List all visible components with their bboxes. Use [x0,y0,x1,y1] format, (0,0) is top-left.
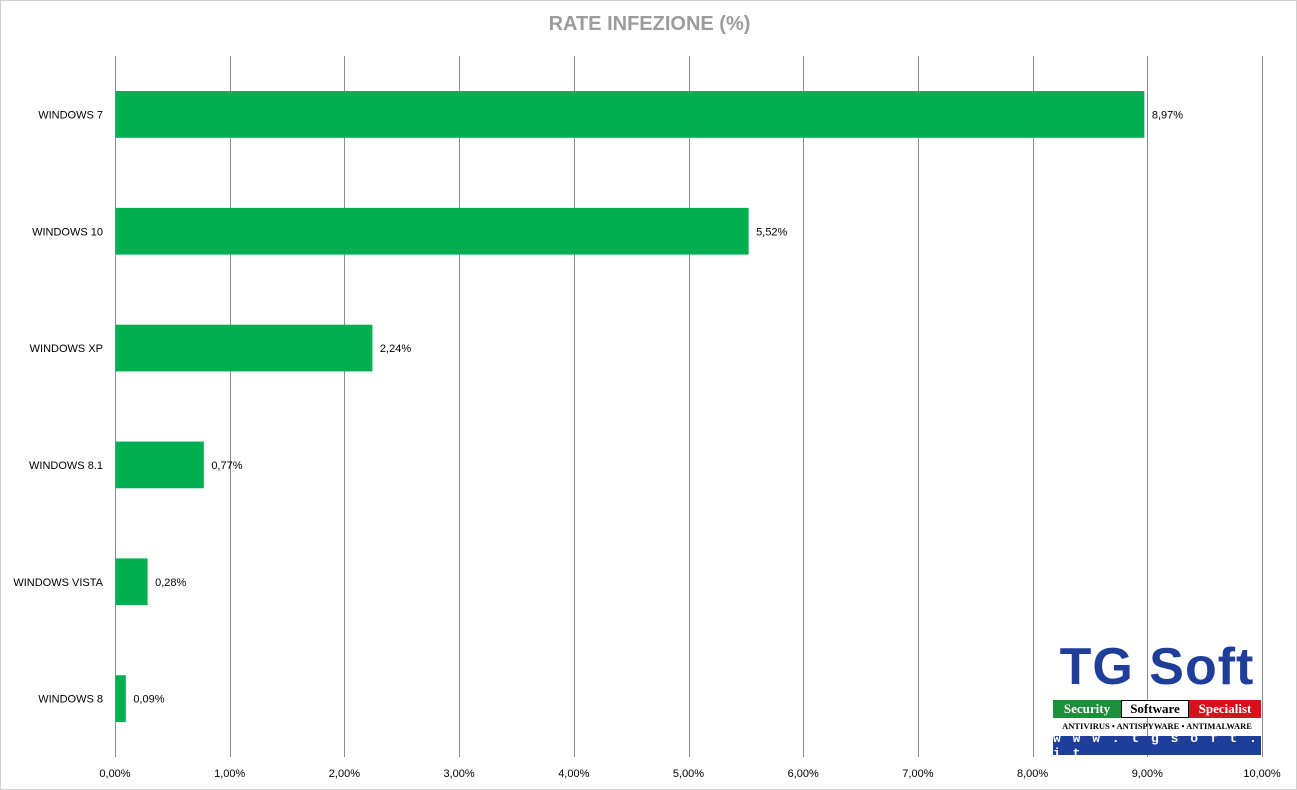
tgsoft-logo: TG Soft Security Software Specialist ANT… [1053,639,1261,761]
x-tick-label: 4,00% [558,768,589,780]
category-label: WINDOWS 8.1 [29,460,103,472]
chart-title: RATE INFEZIONE (%) [548,13,751,35]
logo-tagline-specialist: Specialist [1189,700,1261,718]
bar-value-label: 5,52% [756,226,787,238]
bar-value-label: 2,24% [380,343,411,355]
bar-value-label: 8,97% [1152,109,1183,121]
bar-value-label: 0,28% [155,577,186,589]
x-tick-label: 3,00% [443,768,474,780]
logo-subtitle: ANTIVIRUS • ANTISPYWARE • ANTIMALWARE [1062,721,1252,731]
bar [115,441,204,489]
category-label: WINDOWS 10 [32,226,103,238]
x-tick-label: 0,00% [99,768,130,780]
x-tick-label: 5,00% [673,768,704,780]
x-tick-label: 6,00% [788,768,819,780]
bar [115,675,126,722]
logo-tagline: Security Software Specialist [1053,700,1261,718]
x-tick-label: 8,00% [1017,768,1048,780]
x-tick-label: 10,00% [1243,768,1281,780]
bar [115,207,749,255]
category-label: WINDOWS 7 [38,109,103,121]
bar [115,324,373,372]
logo-wordmark: TG Soft [1059,638,1255,696]
bar-value-label: 0,77% [211,460,242,472]
bar [115,91,1145,138]
x-tick-label: 2,00% [329,768,360,780]
x-tick-label: 9,00% [1132,768,1163,780]
logo-tagline-software: Software [1121,700,1189,718]
logo-tagline-security: Security [1053,700,1121,718]
logo-url: w w w . t g s o f t . i t [1053,731,1261,761]
bar-value-label: 0,09% [133,694,164,706]
category-label: WINDOWS VISTA [13,577,103,589]
x-tick-label: 1,00% [214,768,245,780]
category-label: WINDOWS XP [30,343,103,355]
category-label: WINDOWS 8 [38,694,103,706]
bar [115,558,148,606]
x-tick-label: 7,00% [902,768,933,780]
